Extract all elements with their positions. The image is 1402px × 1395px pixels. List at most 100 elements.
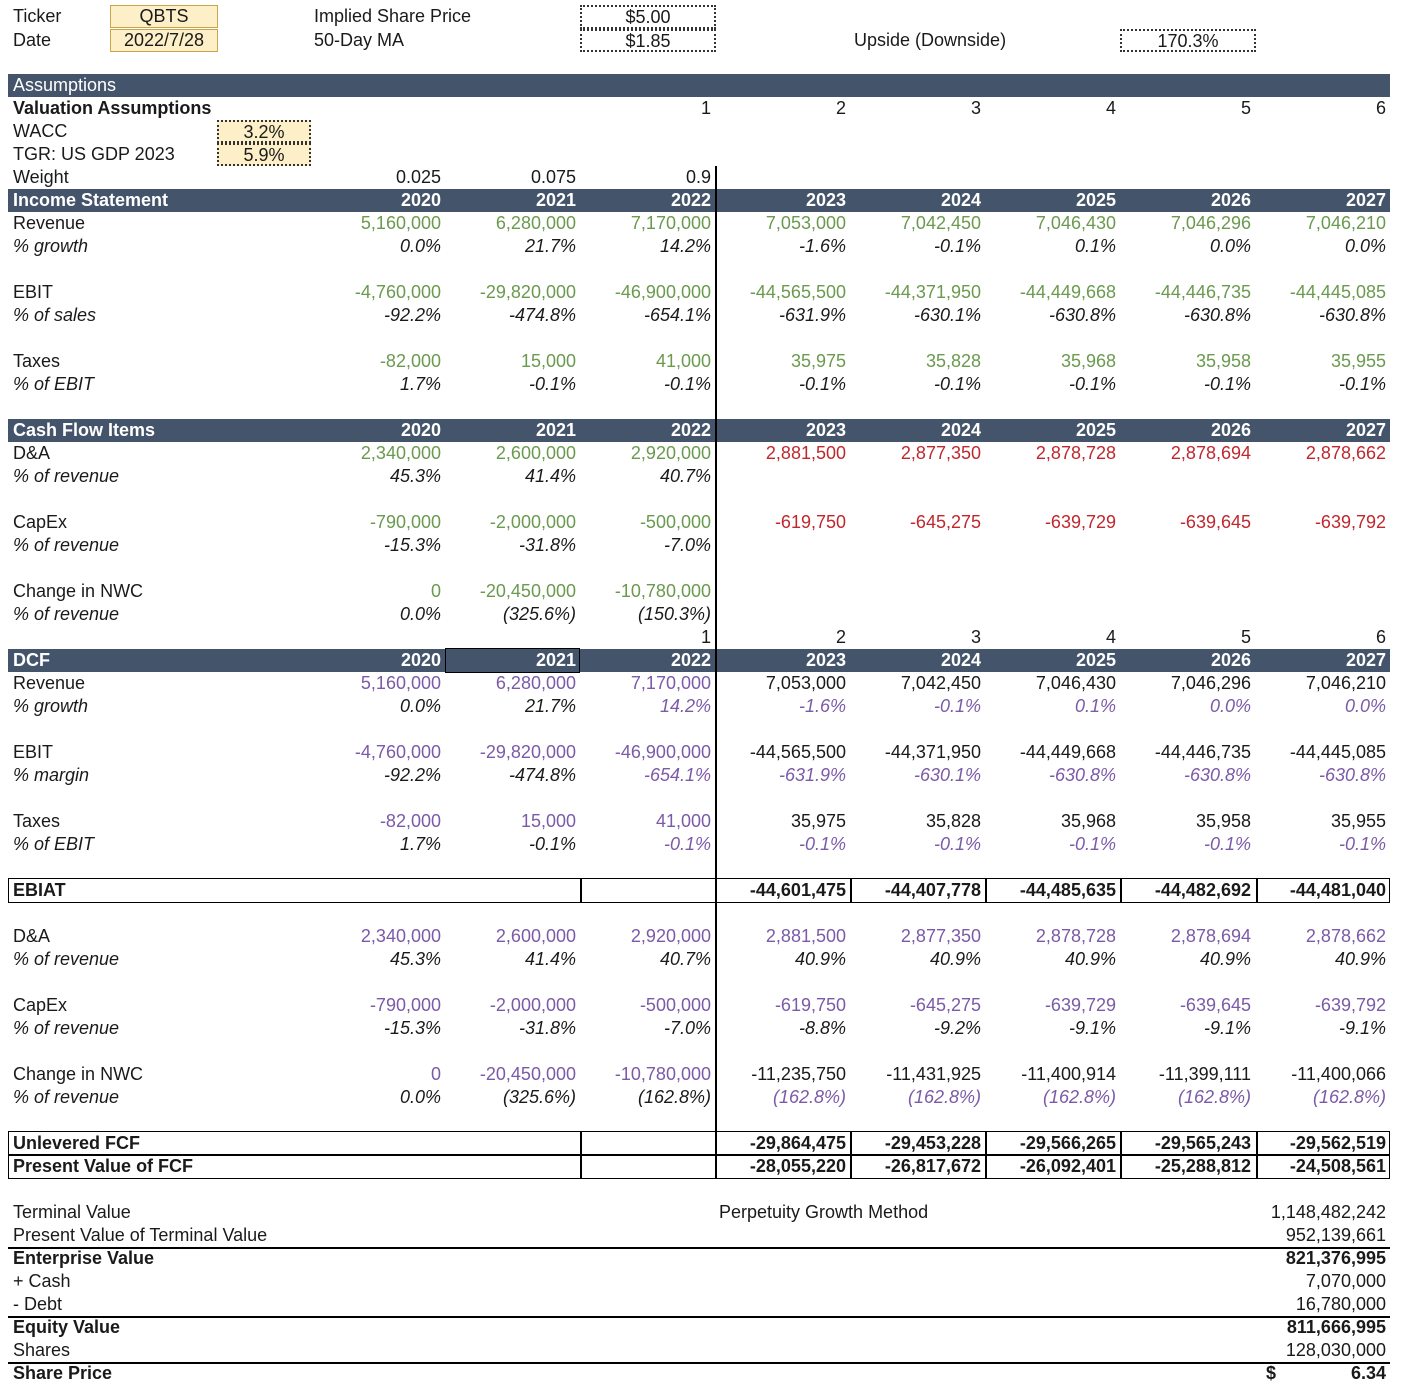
row-value: -9.1%: [1203, 1018, 1251, 1038]
row-value: 35,828: [925, 351, 981, 371]
row-value: -0.1%: [933, 374, 981, 394]
row-label: EBIT: [13, 742, 54, 762]
row-value: 45.3%: [389, 949, 441, 969]
row-value: 7,053,000: [765, 673, 846, 693]
pv-fcf-value: -28,055,220: [749, 1156, 846, 1176]
ufcf-value: -29,565,243: [1154, 1133, 1251, 1153]
ebiat-col-divider: [850, 878, 852, 903]
year-header: 2027: [1345, 650, 1386, 670]
row-value: -44,565,500: [749, 742, 846, 762]
ticker-cell[interactable]: QBTS: [110, 5, 218, 28]
row-value: 7,046,296: [1170, 213, 1251, 233]
row-value: (162.8%): [637, 1087, 711, 1107]
ufcf-value: -29,453,228: [884, 1133, 981, 1153]
ma-cell[interactable]: $1.85: [580, 29, 716, 52]
summary-value: 952,139,661: [1285, 1225, 1386, 1245]
ebiat-value: -44,601,475: [749, 880, 846, 900]
row-value: -44,445,085: [1289, 282, 1386, 302]
row-value: 7,046,430: [1035, 213, 1116, 233]
row-value: -639,792: [1314, 995, 1386, 1015]
row-value: -29,820,000: [479, 742, 576, 762]
row-value: 2,340,000: [360, 926, 441, 946]
row-label: D&A: [13, 443, 51, 463]
row-label: % of revenue: [13, 466, 120, 486]
row-value: -9.1%: [1068, 1018, 1116, 1038]
cash-flow-items-title: Cash Flow Items: [13, 420, 156, 440]
row-value: -11,235,750: [751, 1064, 846, 1084]
summary-label: Terminal Value: [13, 1202, 131, 1222]
row-value: 7,170,000: [630, 673, 711, 693]
row-value: 7,046,210: [1305, 673, 1386, 693]
row-value: -639,645: [1179, 995, 1251, 1015]
row-value: 35,968: [1060, 351, 1116, 371]
fcf-divider: [8, 1154, 1390, 1156]
cash-flow-items-band: [8, 419, 1390, 442]
row-value: -0.1%: [528, 834, 576, 854]
ufcf-value: -29,562,519: [1289, 1133, 1386, 1153]
row-value: 41.4%: [524, 949, 576, 969]
year-header: 2026: [1210, 190, 1251, 210]
year-header: 2026: [1210, 420, 1251, 440]
row-value: -1.6%: [798, 696, 846, 716]
row-value: -639,645: [1179, 512, 1251, 532]
implied-price-cell[interactable]: $5.00: [580, 5, 716, 29]
summary-value: 128,030,000: [1285, 1340, 1386, 1360]
row-value: -46,900,000: [614, 742, 711, 762]
row-value: -0.1%: [1203, 834, 1251, 854]
row-value: 7,046,430: [1035, 673, 1116, 693]
date-cell[interactable]: 2022/7/28: [110, 29, 218, 52]
row-value: [1121, 465, 1251, 488]
year-header: 2024: [940, 420, 981, 440]
row-value: -44,445,085: [1289, 742, 1386, 762]
row-value: 2,877,350: [900, 443, 981, 463]
fcf-col-divider: [850, 1131, 852, 1179]
period-number: 1: [700, 98, 711, 118]
row-label: % of revenue: [13, 604, 120, 624]
ufcf-value: -29,864,475: [749, 1133, 846, 1153]
row-value: 15,000: [520, 811, 576, 831]
row-value: -44,371,950: [884, 282, 981, 302]
dcf-period-number: 3: [970, 627, 981, 647]
row-value: (162.8%): [1312, 1087, 1386, 1107]
row-value: -44,449,668: [1019, 742, 1116, 762]
row-value: [986, 603, 1116, 626]
year-header: 2025: [1075, 650, 1116, 670]
upside-cell[interactable]: 170.3%: [1120, 29, 1256, 52]
ebiat-value: -44,407,778: [884, 880, 981, 900]
row-value: 0.0%: [1344, 236, 1386, 256]
row-value: -8.8%: [798, 1018, 846, 1038]
tgr-cell[interactable]: 5.9%: [217, 143, 311, 166]
row-value: -9.1%: [1338, 1018, 1386, 1038]
row-value: 15,000: [520, 351, 576, 371]
row-value: (150.3%): [637, 604, 711, 624]
row-value: 2,600,000: [495, 926, 576, 946]
row-value: 0.1%: [1074, 236, 1116, 256]
row-value: -7.0%: [663, 535, 711, 555]
row-value: 2,878,728: [1035, 926, 1116, 946]
fcf-col-divider: [1256, 1131, 1258, 1179]
row-value: 7,042,450: [900, 673, 981, 693]
row-value: -82,000: [379, 811, 441, 831]
ma-label: 50-Day MA: [314, 30, 405, 50]
year-header: 2022: [670, 650, 711, 670]
row-value: 7,170,000: [630, 213, 711, 233]
row-value: 7,046,296: [1170, 673, 1251, 693]
row-value: -10,780,000: [614, 581, 711, 601]
row-value: 40.9%: [1334, 949, 1386, 969]
row-value: -15.3%: [383, 1018, 441, 1038]
ebiat-col-divider: [1120, 878, 1122, 903]
valuation-assumptions-title: Valuation Assumptions: [13, 98, 212, 118]
row-value: -474.8%: [508, 305, 576, 325]
pv-fcf-value: [581, 1155, 711, 1178]
year-header: 2023: [805, 650, 846, 670]
row-value: 1.7%: [399, 834, 441, 854]
ebiat-col-divider: [1256, 878, 1258, 903]
row-value: 0.1%: [1074, 696, 1116, 716]
method-label: Perpetuity Growth Method: [719, 1202, 929, 1222]
wacc-cell[interactable]: 3.2%: [217, 120, 311, 143]
row-value: -44,446,735: [1154, 282, 1251, 302]
row-value: 40.9%: [1199, 949, 1251, 969]
row-value: -0.1%: [1338, 834, 1386, 854]
assumptions-band: [8, 74, 1390, 97]
